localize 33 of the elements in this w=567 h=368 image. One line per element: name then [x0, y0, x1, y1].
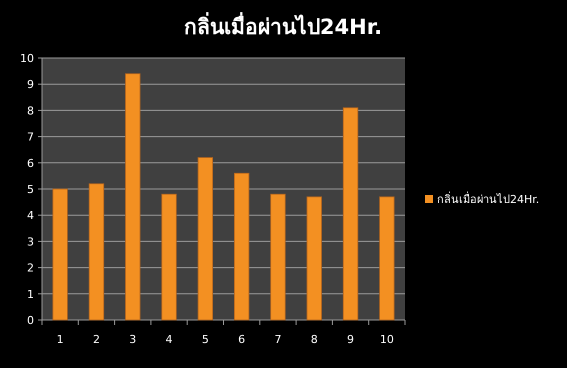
- bar: [379, 196, 395, 320]
- y-tick-label: 6: [27, 156, 34, 170]
- bar: [342, 107, 358, 320]
- y-tick-label: 9: [27, 78, 34, 92]
- y-tick-label: 3: [27, 235, 34, 248]
- x-tick-label: 10: [380, 333, 394, 346]
- bar: [270, 194, 286, 320]
- x-tick-label: 5: [202, 333, 209, 346]
- x-tick-label: 3: [129, 333, 136, 346]
- y-tick-label: 8: [27, 104, 34, 118]
- legend-label: กลิ่นเมื่อผ่านไป24Hr.: [437, 191, 540, 206]
- bar: [161, 194, 177, 320]
- y-tick-label: 2: [27, 262, 34, 275]
- x-tick-label: 1: [56, 333, 64, 346]
- y-tick-label: 4: [27, 209, 34, 222]
- bar: [234, 172, 250, 320]
- y-tick-label: 7: [27, 130, 34, 144]
- chart-title: กลิ่นเมื่อผ่านไป24Hr.: [184, 11, 382, 39]
- x-tick-label: 7: [274, 333, 282, 346]
- x-tick-label: 4: [166, 333, 173, 346]
- x-tick-label: 6: [238, 333, 246, 346]
- bar: [125, 73, 140, 320]
- x-tick-label: 9: [347, 333, 354, 346]
- y-tick-label: 10: [20, 52, 34, 65]
- bar: [52, 188, 68, 320]
- bar: [88, 183, 104, 320]
- y-tick-label: 1: [27, 288, 34, 301]
- bar: [198, 157, 214, 320]
- x-tick-label: 8: [310, 333, 318, 346]
- y-tick-label: 5: [27, 183, 34, 196]
- y-tick-label: 0: [27, 314, 34, 327]
- x-tick-label: 2: [92, 333, 100, 346]
- bar: [306, 196, 322, 320]
